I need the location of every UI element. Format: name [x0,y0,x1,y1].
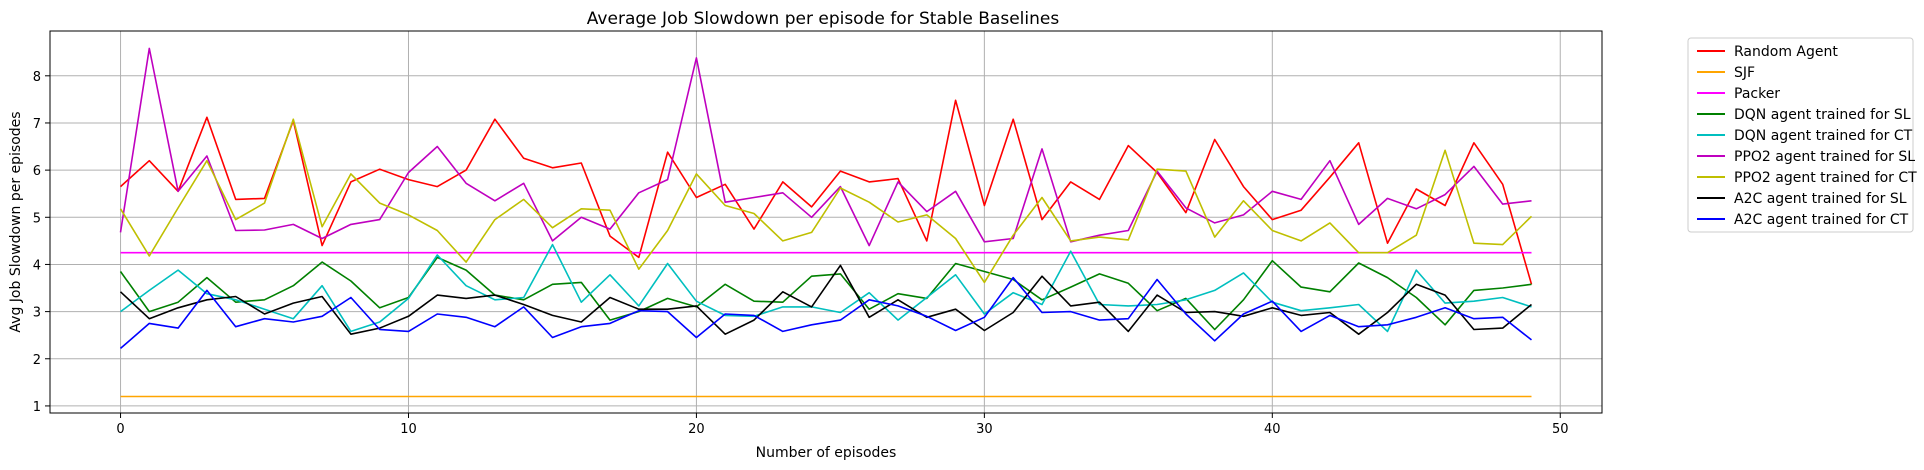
y-tick-label: 4 [33,258,41,273]
legend-label-random-agent: Random Agent [1734,44,1838,60]
y-axis-ticks: 1 2 3 4 5 6 7 8 [33,70,50,415]
series-line-ppo2-agent-trained-for-sl [119,47,1532,247]
legend-label-a2c-agent-trained-for-ct: A2C agent trained for CT [1734,212,1909,228]
y-tick-label: 2 [33,353,41,368]
x-axis-label: Number of episodes [756,445,897,461]
legend-label-ppo2-agent-trained-for-ct: PPO2 agent trained for CT [1734,170,1917,186]
legend-label-a2c-agent-trained-for-sl: A2C agent trained for SL [1734,191,1907,207]
series-line-a2c-agent-trained-for-sl [119,264,1533,336]
chart-title: Average Job Slowdown per episode for Sta… [587,9,1060,29]
legend-frame [1687,37,1914,233]
legend-label-dqn-agent-trained-for-sl: DQN agent trained for SL [1734,107,1911,123]
y-tick-label: 6 [33,164,41,179]
legend-label-sjf: SJF [1734,65,1755,81]
y-tick-label: 3 [33,306,41,321]
series-lines [119,47,1533,398]
series-line-ppo2-agent-trained-for-ct [119,118,1533,284]
y-tick-label: 7 [33,117,41,132]
x-tick-label: 50 [1552,422,1569,437]
x-tick-label: 20 [688,422,705,437]
x-tick-label: 30 [976,422,993,437]
legend-label-dqn-agent-trained-for-ct: DQN agent trained for CT [1734,128,1913,144]
x-tick-label: 10 [400,422,417,437]
legend: Random Agent SJF Packer DQN agent trained f… [1687,37,1917,233]
y-tick-label: 5 [33,211,41,226]
series-line-dqn-agent-trained-for-sl [119,256,1532,331]
y-tick-label: 8 [33,70,41,85]
legend-label-ppo2-agent-trained-for-sl: PPO2 agent trained for SL [1734,149,1915,165]
x-tick-label: 40 [1264,422,1281,437]
x-axis-ticks: 0 10 20 30 40 50 [116,413,1569,437]
series-line-a2c-agent-trained-for-ct [119,276,1532,350]
legend-label-packer: Packer [1734,86,1780,102]
x-tick-label: 0 [116,422,124,437]
y-axis-label: Avg Job Slowdown per episodes [8,111,24,332]
series-line-dqn-agent-trained-for-ct [120,243,1532,333]
grid-lines [50,31,1602,413]
plot-area-frame [49,30,1603,414]
y-tick-label: 1 [33,400,41,415]
